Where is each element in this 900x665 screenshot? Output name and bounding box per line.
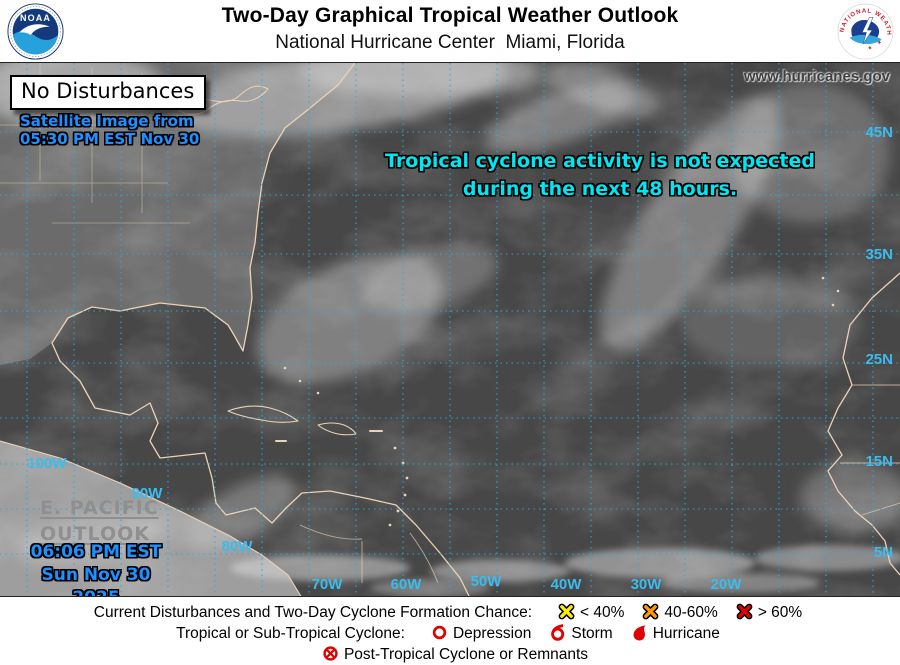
legend-items-post-tropical: Post-Tropical Cyclone or Remnants bbox=[308, 646, 592, 663]
legend-item: Depression bbox=[431, 625, 531, 642]
map-legend: Current Disturbances and Two-Day Cyclone… bbox=[0, 597, 900, 665]
issuance-time: 06:06 PM EST bbox=[30, 542, 162, 562]
e-pacific-line2: OUTLOOK bbox=[40, 523, 150, 545]
nws-logo-icon: NATIONAL WEATHER SERVICE ★ ★ ★ bbox=[837, 3, 894, 60]
legend-item: < 40% bbox=[558, 604, 624, 621]
legend-row-cyclone-types: Tropical or Sub-Tropical Cyclone: Depress… bbox=[0, 623, 900, 644]
legend-item: 40-60% bbox=[642, 603, 718, 621]
satellite-timestamp-line2: 05:30 PM EST Nov 30 bbox=[20, 130, 200, 148]
grid-label-35N: 35N bbox=[865, 246, 893, 263]
latlon-labels: 45N 35N 25N 15N 5N 100W 90W 80W 70W 60W 50W 40W 30W 2… bbox=[27, 124, 893, 593]
outlook-message-line1: Tropical cyclone activity is not expecte… bbox=[385, 150, 815, 172]
legend-row-post-tropical: Post-Tropical Cyclone or Remnants bbox=[0, 644, 900, 665]
legend-item-label: > 60% bbox=[757, 604, 803, 621]
outlook-message-line2: during the next 48 hours. bbox=[462, 178, 738, 200]
x-icon bbox=[558, 603, 575, 620]
grid-label-50W: 50W bbox=[471, 573, 503, 590]
grid-label-70W: 70W bbox=[312, 576, 344, 593]
x-icon bbox=[736, 603, 753, 620]
legend-item: > 60% bbox=[736, 604, 802, 621]
header-titles: Two-Day Graphical Tropical Weather Outlo… bbox=[0, 4, 900, 54]
e-pacific-outlook-link[interactable]: E. PACIFIC OUTLOOK bbox=[40, 495, 159, 547]
e-pacific-line1: E. PACIFIC bbox=[40, 497, 159, 519]
status-box: No Disturbances bbox=[10, 75, 207, 110]
grid-label-20W: 20W bbox=[711, 576, 743, 593]
satellite-timestamp-line1: Satellite Image from bbox=[20, 112, 194, 130]
legend-item: Storm bbox=[549, 624, 613, 642]
page-header: NOAA Two-Day Graphical Tropical Weather … bbox=[0, 0, 900, 62]
grid-label-45N: 45N bbox=[865, 124, 893, 141]
satellite-timestamp: Satellite Image from 05:30 PM EST Nov 30 bbox=[20, 112, 199, 148]
x-icon bbox=[642, 603, 659, 620]
legend-items-formation: < 40% 40-60% > 60% bbox=[544, 604, 806, 621]
grid-label-25N: 25N bbox=[865, 351, 893, 368]
website-watermark: www.hurricanes.gov bbox=[744, 68, 890, 85]
legend-item-label: 40-60% bbox=[664, 604, 718, 621]
storm-icon bbox=[549, 624, 566, 641]
legend-item-label: Post-Tropical Cyclone or Remnants bbox=[343, 646, 589, 663]
grid-label-15N: 15N bbox=[865, 453, 893, 470]
grid-label-5N: 5N bbox=[874, 544, 893, 561]
grid-label-90W: 90W bbox=[132, 485, 164, 502]
grid-label-60W: 60W bbox=[391, 576, 423, 593]
issuance-date: Sun Nov 30 2025 bbox=[41, 565, 151, 596]
noaa-logo-icon: NOAA bbox=[7, 3, 64, 60]
legend-item-label: Hurricane bbox=[652, 625, 720, 642]
status-box-label: No Disturbances bbox=[21, 79, 195, 103]
africa-coastline bbox=[827, 272, 900, 576]
hurricane-icon bbox=[631, 624, 648, 641]
satellite-basemap: 45N 35N 25N 15N 5N 100W 90W 80W 70W 60W 50W 40W 30W 2… bbox=[0, 63, 900, 596]
outlook-message: Tropical cyclone activity is not expecte… bbox=[350, 147, 850, 203]
grid-label-30W: 30W bbox=[631, 576, 663, 593]
coastlines bbox=[0, 63, 470, 596]
legend-item-label: Storm bbox=[571, 625, 613, 642]
legend-item-label: < 40% bbox=[580, 604, 625, 621]
grid-label-40W: 40W bbox=[551, 576, 583, 593]
legend-item: Hurricane bbox=[631, 625, 720, 642]
legend-caption-cyclone: Tropical or Sub-Tropical Cyclone: bbox=[176, 625, 405, 642]
svg-text:NOAA: NOAA bbox=[20, 13, 51, 23]
outlook-map-surface[interactable]: 45N 35N 25N 15N 5N 100W 90W 80W 70W 60W 50W 40W 30W 2… bbox=[0, 62, 900, 597]
legend-item-label: Depression bbox=[452, 625, 532, 642]
legend-row-formation-chance: Current Disturbances and Two-Day Cyclone… bbox=[0, 602, 900, 623]
legend-items-cyclone: Depression Storm Hurricane bbox=[417, 625, 724, 642]
posttrop-icon bbox=[322, 645, 339, 662]
page-title: Two-Day Graphical Tropical Weather Outlo… bbox=[221, 4, 679, 27]
depression-icon bbox=[431, 624, 448, 641]
legend-caption-formation: Current Disturbances and Two-Day Cyclone… bbox=[93, 604, 532, 621]
grid-label-80W: 80W bbox=[222, 538, 254, 555]
legend-item: Post-Tropical Cyclone or Remnants bbox=[322, 646, 588, 663]
issuance-timestamp: 06:06 PM EST Sun Nov 30 2025 bbox=[16, 541, 176, 596]
grid-label-100W: 100W bbox=[27, 455, 67, 472]
page-subtitle: National Hurricane Center Miami, Florida bbox=[275, 32, 625, 53]
website-text: www.hurricanes.gov bbox=[743, 68, 890, 85]
